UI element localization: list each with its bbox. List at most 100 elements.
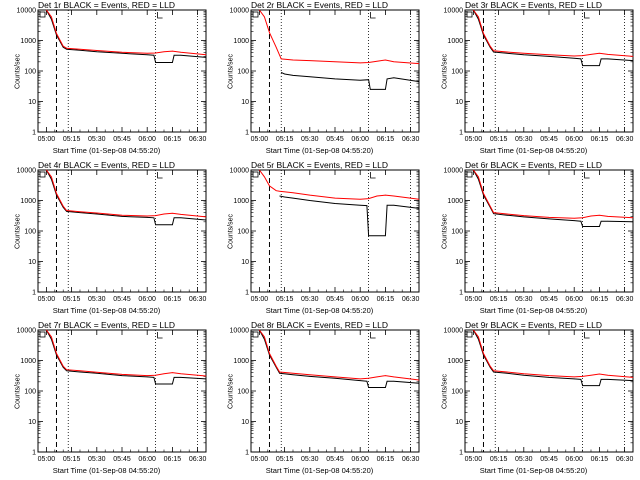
lld-point — [523, 373, 525, 374]
events-point — [155, 224, 156, 226]
y-tick-label: 1000 — [447, 358, 463, 365]
y-tick-label: 10000 — [17, 8, 37, 15]
lld-point — [506, 51, 508, 53]
x-tick-label: 06:15 — [591, 296, 609, 303]
y-tick-label: 1 — [459, 450, 463, 457]
x-tick-label: 05:15 — [276, 456, 294, 463]
lld-point — [172, 213, 173, 214]
y-tick-label: 100 — [24, 229, 36, 236]
events-point — [146, 217, 148, 218]
events-point — [506, 53, 508, 54]
lld-point — [632, 56, 634, 57]
x-tick-label: 05:15 — [490, 136, 508, 143]
events-point — [366, 380, 368, 382]
lld-point — [62, 365, 64, 367]
events-point — [573, 378, 575, 380]
events-point — [51, 18, 52, 20]
x-tick-label: 05:45 — [326, 136, 344, 143]
events-point — [386, 380, 388, 382]
events-point — [478, 18, 479, 20]
x-tick-label: 05:00 — [465, 456, 483, 463]
lld-point — [393, 376, 395, 378]
plot-frame — [464, 9, 634, 133]
events-point — [96, 51, 98, 52]
lld-point — [478, 16, 479, 18]
events-point — [632, 221, 634, 223]
events-point — [66, 370, 67, 372]
lld-point — [79, 48, 81, 50]
plot-frame — [250, 169, 420, 293]
lld-point — [523, 53, 525, 54]
events-point — [493, 371, 494, 373]
events-point — [385, 89, 386, 90]
panel-plot: 1 10 100 1000 10000 05:00 05:15 05:30 05:45 06:00… — [444, 168, 634, 303]
lld-point — [259, 329, 260, 331]
lld-point — [96, 372, 98, 373]
lld-point — [359, 62, 361, 64]
x-axis-label: Start Time (01-Sep-08 04:55:20) — [52, 466, 161, 475]
lld-point — [334, 197, 336, 199]
y-tick-label: 10000 — [230, 328, 250, 335]
events-point — [269, 354, 270, 356]
events-series-line — [472, 329, 634, 387]
panel-plot: 1 10 100 1000 10000 05:00 05:15 05:30 05:45 06:00… — [230, 168, 420, 303]
panel-title-detector: Det 8r — [250, 320, 277, 330]
lld-point — [599, 53, 600, 54]
events-point — [279, 373, 280, 374]
panel-title-legend: BLACK = Events, RED = LLD — [63, 0, 176, 10]
events-point — [173, 377, 175, 378]
panel-title: Det 3r BLACK = Events, RED = LLD — [427, 0, 640, 10]
x-tick-label: 05:30 — [88, 296, 106, 303]
lld-point — [79, 211, 81, 212]
x-tick-label: 05:00 — [251, 296, 269, 303]
lld-point — [473, 329, 474, 331]
y-tick-label: 1000 — [20, 38, 36, 45]
panel-title-legend: BLACK = Events, RED = LLD — [276, 0, 389, 10]
panel-title-detector: Det 9r — [464, 320, 491, 330]
lld-point — [205, 375, 207, 377]
detector-panel: Det 3r BLACK = Events, RED = LLD 1 10 100 10… — [427, 0, 640, 160]
x-tick-label: 05:15 — [63, 136, 81, 143]
detector-panel: Det 6r BLACK = Events, RED = LLD 1 10 100 10… — [427, 160, 640, 320]
y-axis-label: Counts/sec — [441, 213, 449, 250]
events-point — [580, 220, 582, 222]
events-point — [386, 78, 388, 80]
y-tick-label: 1000 — [233, 38, 249, 45]
events-point — [370, 89, 371, 90]
events-point — [292, 374, 294, 376]
lld-point — [292, 373, 294, 374]
detector-panel: Det 8r BLACK = Events, RED = LLD 1 10 100 10… — [213, 320, 426, 480]
events-point — [121, 216, 123, 217]
x-axis-label: Start Time (01-Sep-08 04:55:20) — [52, 146, 161, 155]
corner-marker — [370, 172, 376, 179]
events-point — [96, 213, 98, 215]
detector-panel: Det 1r BLACK = Events, RED = LLD 1 10 100 10… — [0, 0, 213, 160]
lld-series-line — [45, 169, 207, 218]
events-point — [79, 212, 81, 213]
x-tick-label: 06:00 — [565, 296, 583, 303]
x-tick-label: 05:00 — [38, 296, 56, 303]
events-point — [599, 385, 600, 386]
events-point — [523, 54, 525, 56]
panel-title: Det 7r BLACK = Events, RED = LLD — [0, 320, 213, 330]
lld-series-line — [258, 329, 420, 381]
lld-point — [66, 210, 67, 211]
events-point — [632, 60, 634, 61]
events-point — [153, 377, 155, 378]
detector-panel: Det 2r BLACK = Events, RED = LLD 1 10 100 10… — [213, 0, 426, 160]
lld-point — [264, 16, 265, 18]
lld-point — [573, 218, 575, 219]
events-point — [418, 81, 420, 82]
panel-title-detector: Det 6r — [464, 160, 491, 170]
lld-point — [309, 60, 311, 61]
corner-marker — [584, 332, 590, 339]
x-tick-label: 05:45 — [540, 296, 558, 303]
events-point — [284, 73, 285, 75]
y-axis-label: Counts/sec — [441, 373, 449, 410]
panel-plot: 1 10 100 1000 10000 05:00 05:15 05:30 05:45 06:00… — [444, 328, 634, 463]
x-tick-label: 06:15 — [377, 456, 395, 463]
lld-point — [56, 353, 57, 354]
corner-marker — [157, 12, 163, 19]
y-tick-label: 100 — [237, 69, 249, 76]
events-point — [600, 379, 602, 380]
